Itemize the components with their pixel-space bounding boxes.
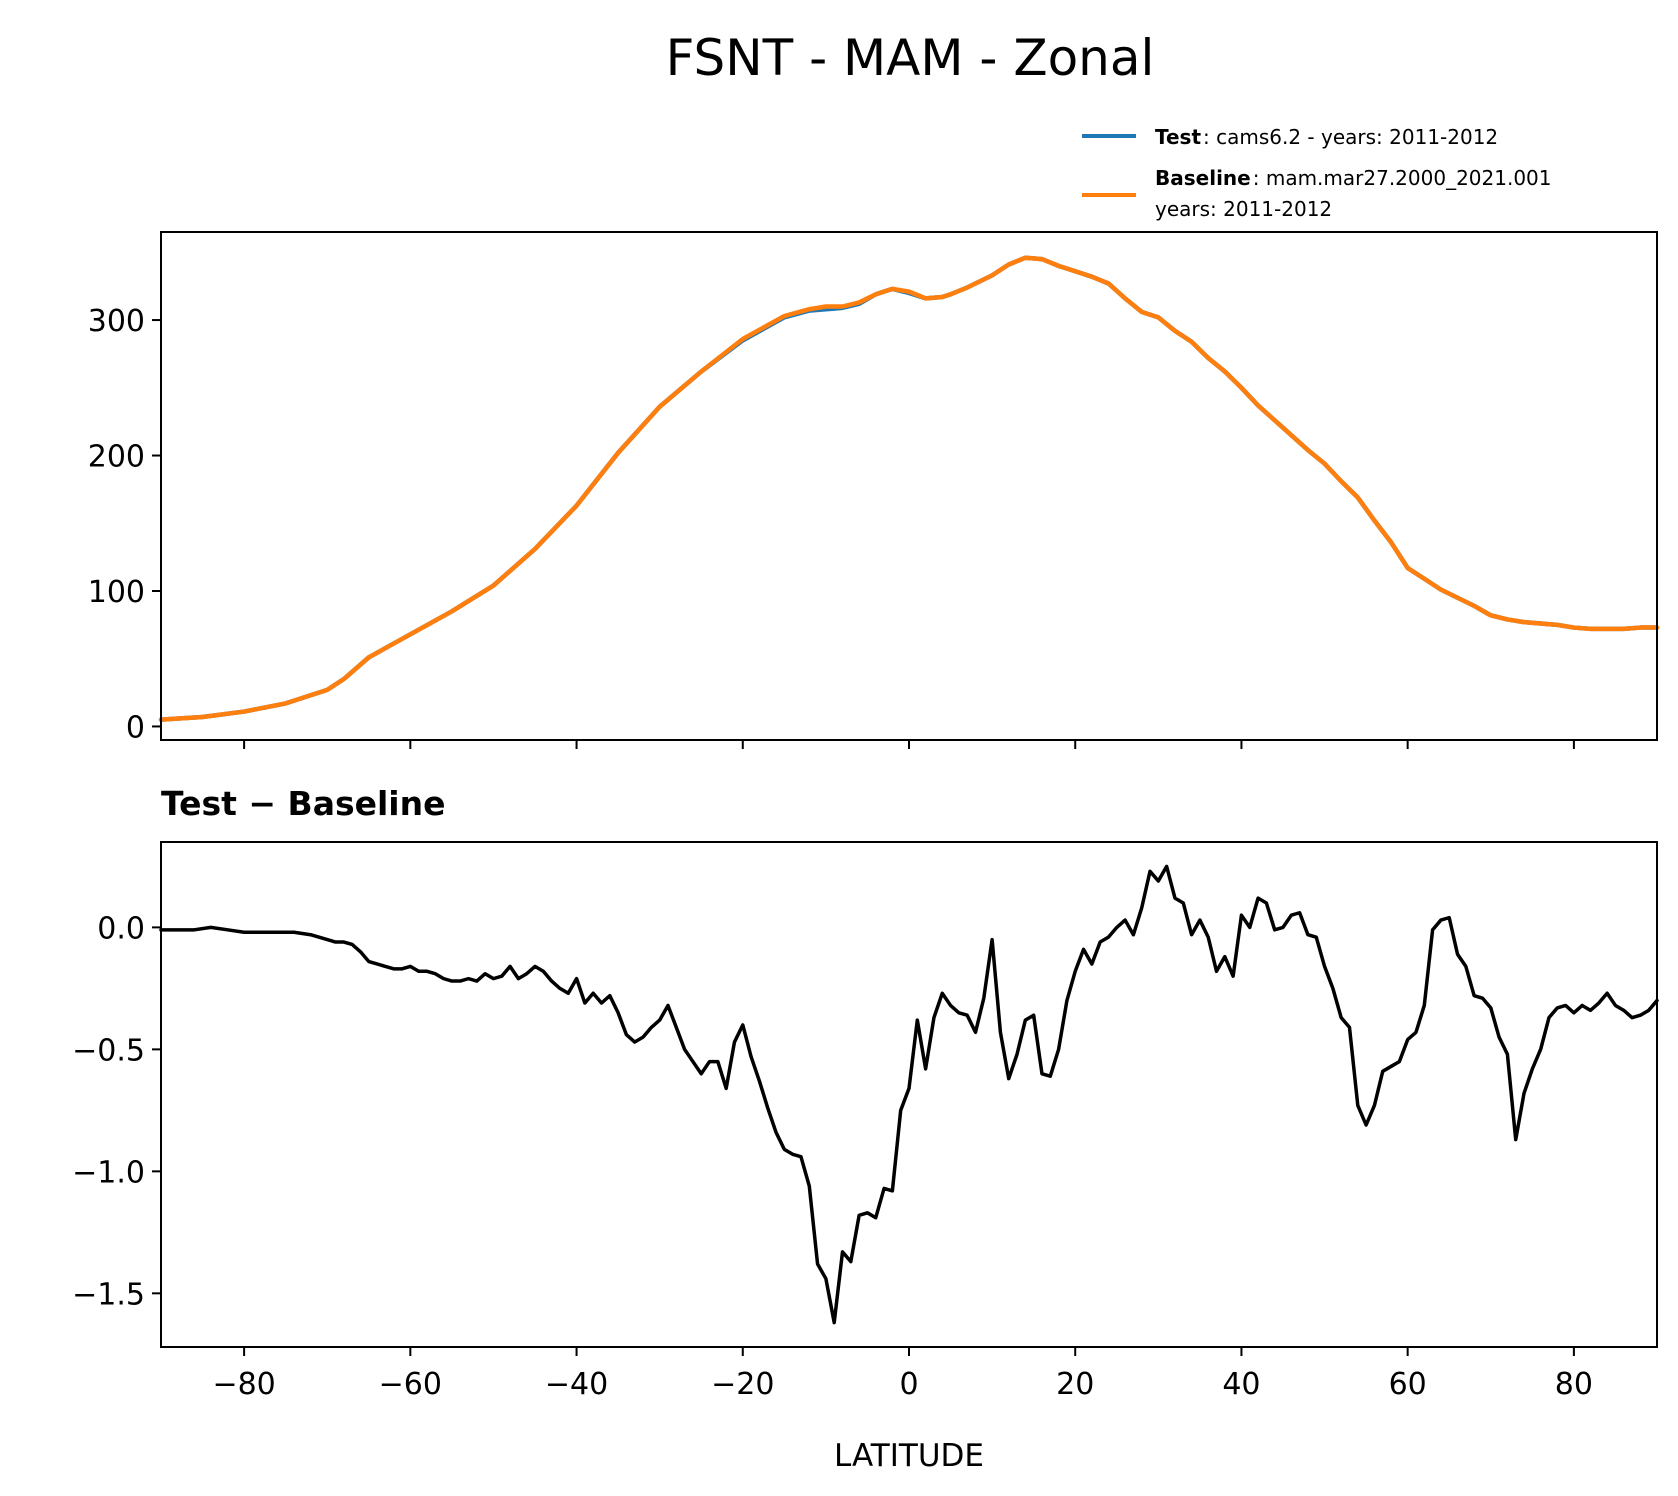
top-y-tick-label: 100	[88, 575, 145, 610]
chart-title: FSNT - MAM - Zonal	[666, 29, 1155, 87]
legend: Test: cams6.2 - years: 2011-2012 Baselin…	[1082, 125, 1552, 221]
series-line-baseline	[158, 255, 1660, 722]
bottom-y-tick-label: −1.0	[72, 1155, 145, 1190]
bottom-y-tick-label: −0.5	[72, 1033, 145, 1068]
legend-label-baseline-years: years: 2011-2012	[1155, 197, 1332, 221]
top-y-tick-label: 300	[88, 304, 145, 339]
legend-label-baseline: Baseline: mam.mar27.2000_2021.001	[1155, 166, 1552, 190]
x-axis-label: LATITUDE	[834, 1438, 984, 1474]
bottom-y-tick-label: −1.5	[72, 1277, 145, 1312]
x-tick-label: 20	[1056, 1367, 1094, 1402]
x-tick-label: −20	[711, 1367, 774, 1402]
bottom-y-tick-label: 0.0	[97, 911, 145, 946]
legend-label-test: Test: cams6.2 - years: 2011-2012	[1155, 125, 1498, 149]
x-tick-label: 40	[1222, 1367, 1260, 1402]
x-tick-label: −40	[545, 1367, 608, 1402]
bottom-panel: 0.0 −0.5 −1.0 −1.5 −80 −60 −40 −20 0 20 40 60 80	[72, 841, 1659, 1402]
series-line-diff	[159, 864, 1659, 1325]
top-y-tick-label: 0	[126, 710, 145, 745]
x-tick-label: −60	[379, 1367, 442, 1402]
x-tick-label: 0	[899, 1367, 918, 1402]
x-tick-label: −80	[212, 1367, 275, 1402]
x-tick-label: 80	[1555, 1367, 1593, 1402]
x-tick-label: 60	[1389, 1367, 1427, 1402]
top-y-tick-label: 200	[88, 440, 145, 475]
top-panel: 0 100 200 300	[88, 231, 1660, 749]
difference-subtitle: Test − Baseline	[161, 784, 446, 823]
